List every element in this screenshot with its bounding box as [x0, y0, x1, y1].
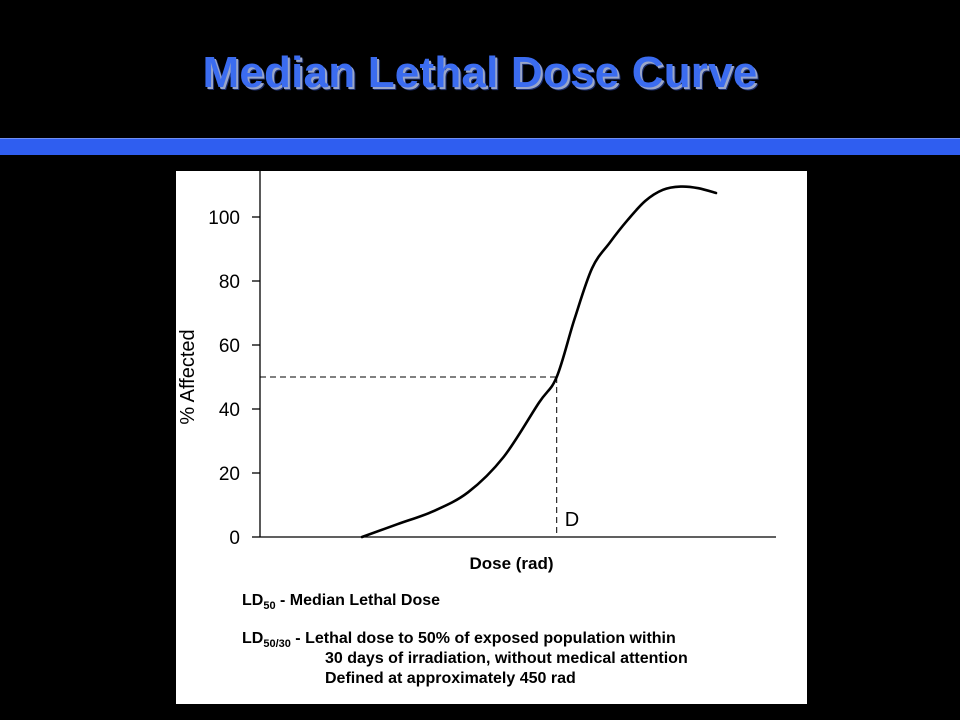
- ld5030-text: - Lethal dose to 50% of exposed populati…: [290, 630, 676, 647]
- ld50-text: - Median Lethal Dose: [275, 592, 441, 609]
- y-tick-label-0: 0: [229, 528, 240, 549]
- y-axis-label: % Affected: [177, 329, 199, 424]
- ld5030-text-line2: 30 days of irradiation, without medical …: [325, 650, 688, 667]
- ld50-chart: 0 20 40 60 80 100 % Affected D: [177, 171, 776, 549]
- title-divider-bar: [0, 138, 960, 155]
- chart-panel: 0 20 40 60 80 100 % Affected D Dose (rad) LD50 …: [176, 171, 807, 704]
- y-tick-label-60: 60: [219, 336, 240, 357]
- y-tick-label-80: 80: [219, 272, 240, 293]
- ld5030-subscript: 50/30: [263, 638, 291, 650]
- dose-response-curve: [360, 185, 718, 539]
- ld5030-definition: LD50/30 - Lethal dose to 50% of exposed …: [242, 629, 688, 689]
- ld5030-abbr: LD: [242, 630, 264, 647]
- reference-point-label: D: [565, 509, 579, 531]
- y-tick-label-40: 40: [219, 400, 240, 421]
- ld50-subscript: 50: [263, 600, 276, 612]
- slide-title: Median Lethal Dose Curve: [202, 48, 758, 97]
- y-tick-label-20: 20: [219, 464, 240, 485]
- ld50-definition: LD50 - Median Lethal Dose: [242, 591, 441, 612]
- ld5030-text-line3: Defined at approximately 450 rad: [325, 670, 576, 687]
- ld50-abbr: LD: [242, 592, 264, 609]
- y-tick-label-100: 100: [208, 208, 240, 229]
- x-axis-label: Dose (rad): [469, 554, 554, 573]
